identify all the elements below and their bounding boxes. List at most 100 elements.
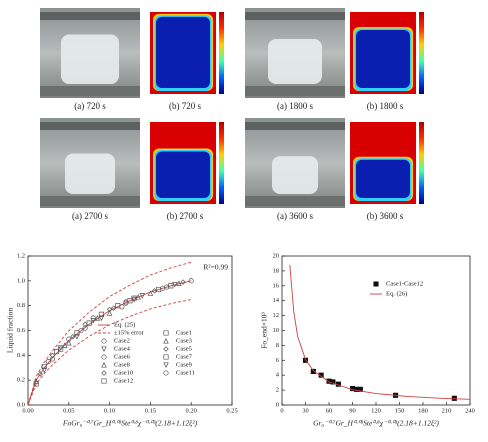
x-tick-label: 210 — [442, 407, 452, 414]
marker — [74, 334, 80, 340]
y-tick-label: 4 — [276, 372, 280, 379]
photo-rim — [245, 86, 345, 96]
curve — [27, 299, 192, 406]
y-tick-label: 0.2 — [17, 377, 25, 384]
panel-caption: (a) 3600 s — [277, 211, 313, 221]
y-tick-label: 0.6 — [17, 327, 26, 334]
marker — [163, 362, 169, 368]
marker — [54, 349, 60, 355]
legend-label: Case10 — [114, 369, 133, 376]
marker — [61, 342, 68, 348]
marker — [98, 311, 104, 317]
y-tick-label: 16 — [273, 282, 280, 289]
x-tick-label: 0.25 — [226, 407, 237, 414]
panel-caption: (b) 720 s — [169, 101, 201, 111]
heatmap-solid — [156, 151, 210, 198]
marker — [101, 346, 107, 352]
marker — [163, 354, 169, 360]
photo-rim — [40, 196, 140, 206]
marker — [94, 315, 101, 321]
marker — [41, 367, 48, 374]
marker — [49, 356, 56, 362]
marker — [163, 338, 169, 344]
x-tick-label: 60 — [326, 407, 333, 414]
marker — [135, 293, 141, 300]
marker — [78, 327, 84, 334]
y-tick-label: 0.0 — [17, 401, 25, 408]
legend-label: Case1-Case12 — [386, 280, 423, 287]
curve — [27, 280, 192, 406]
curve — [27, 261, 192, 406]
colorbar — [419, 12, 424, 94]
colorbar — [219, 12, 224, 94]
marker — [131, 296, 137, 303]
x-tick-label: 0.00 — [22, 407, 33, 414]
y-tick-label: 2 — [276, 387, 279, 394]
x-tick-label: 0.10 — [104, 407, 115, 414]
marker — [101, 354, 107, 360]
marker — [66, 336, 72, 342]
x-tick-label: 120 — [371, 407, 381, 414]
x-tick-label: 90 — [349, 407, 356, 414]
y-tick-label: 1.0 — [17, 277, 25, 284]
marker — [82, 321, 88, 327]
marker — [90, 318, 97, 324]
photo-rim — [40, 12, 140, 20]
paraffin — [268, 39, 322, 84]
legend-label: Case5 — [176, 345, 192, 352]
annotation: R²=0.99 — [203, 263, 228, 272]
x-tick-label: 180 — [418, 407, 428, 414]
marker — [163, 330, 169, 336]
y-tick-label: 10 — [273, 327, 280, 334]
paraffin — [61, 34, 119, 84]
legend-label: Eq. (26) — [386, 290, 407, 297]
y-tick-label: 12 — [273, 312, 280, 319]
panel-caption: (a) 1800 s — [277, 101, 313, 111]
marker — [58, 346, 64, 352]
x-tick-label: 30 — [302, 407, 309, 414]
legend-label: ±15% error — [114, 329, 145, 336]
chart: 0 30 60 90 120 150 180 210 240 0 2 4 6 8 10 12 14 16 18 20 G… — [260, 252, 475, 427]
legend-label: Case9 — [176, 361, 192, 368]
paraffin — [65, 153, 115, 194]
marker — [45, 358, 51, 365]
legend-label: Eq. (25) — [114, 321, 135, 328]
y-tick-label: 20 — [273, 252, 280, 259]
marker — [172, 282, 178, 288]
marker — [160, 285, 166, 291]
marker — [106, 306, 113, 313]
marker — [110, 305, 117, 311]
photo-rim — [40, 122, 140, 130]
heatmap-solid — [356, 30, 410, 88]
marker — [131, 295, 137, 301]
marker — [70, 334, 76, 340]
legend-label: Case7 — [176, 353, 193, 360]
legend-label: Case4 — [114, 345, 131, 352]
panel-caption: (b) 3600 s — [367, 211, 404, 221]
legend-label: Case12 — [114, 377, 133, 384]
marker — [57, 345, 64, 351]
marker — [106, 310, 113, 316]
y-axis-label: Fo_end×10³ — [260, 312, 269, 349]
x-tick-label: 240 — [465, 407, 475, 414]
photo-rim — [245, 196, 345, 206]
curve — [289, 264, 471, 400]
y-tick-label: 8 — [276, 342, 279, 349]
paraffin — [272, 156, 318, 194]
marker — [373, 281, 379, 287]
marker — [180, 279, 186, 285]
x-tick-label: 0.15 — [145, 407, 156, 414]
photo-rim — [40, 86, 140, 96]
marker — [188, 278, 194, 284]
y-tick-label: 0.8 — [17, 302, 25, 309]
marker — [82, 325, 88, 331]
marker — [168, 283, 174, 289]
marker — [33, 381, 39, 387]
marker — [101, 378, 107, 384]
marker — [101, 338, 107, 344]
x-tick-label: 150 — [395, 407, 405, 414]
x-tick-label: 0 — [280, 407, 283, 414]
legend-label: Case6 — [114, 353, 131, 360]
